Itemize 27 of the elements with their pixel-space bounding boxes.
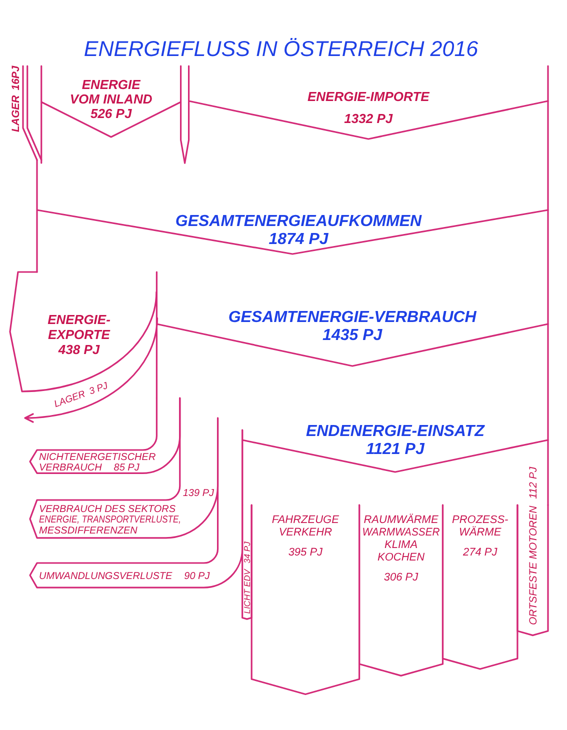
data-label: 16PJ [10, 64, 22, 90]
category-label: ENERGIE VOM INLAND [70, 77, 153, 106]
data-label: 306 PJ [384, 572, 419, 584]
category-label: UMWANDLUNGSVERLUSTE [39, 570, 172, 582]
category-label: FAHRZEUGE VERKEHR [272, 514, 340, 538]
category-label: LICHT EDV [242, 568, 252, 614]
category-label: ENERGIE-IMPORTE [307, 89, 430, 104]
category-label: GESAMTENERGIE-VERBRAUCH [228, 309, 477, 326]
text: ENERGIEFLUSS IN ÖSTERREICH 2016 [84, 37, 478, 61]
category-label: LAGER [10, 94, 22, 132]
data-label: 139 PJ [182, 488, 216, 499]
category-label: ORTSFESTE MOTOREN [528, 505, 540, 626]
category-label: VERBRAUCH DES SEKTORS ENERGIE, TRANSPORTVERLUSTE, MESSDIFFERENZEN [39, 504, 207, 536]
data-label: 112 PJ [528, 466, 540, 499]
category-label: ENERGIE-EXPORTE [48, 312, 110, 342]
data-label: 85 PJ [114, 462, 140, 474]
data-label: 34 PJ [242, 540, 252, 564]
data-label: 438 PJ [57, 342, 100, 357]
data-label: 395 PJ [288, 546, 324, 558]
data-label: 3 PJ [88, 380, 110, 398]
data-label: 1121 PJ [366, 441, 426, 458]
category-label: ENDENERGIE-EINSATZ [306, 423, 486, 440]
data-label: 274 PJ [462, 546, 498, 558]
data-label: 1332 PJ [344, 111, 394, 126]
data-label: 90 PJ [184, 570, 211, 582]
category-label: PROZESS-WÄRME [452, 514, 509, 538]
category-label: RAUMWÄRME WARMWASSER KLIMA KOCHEN [362, 513, 444, 564]
